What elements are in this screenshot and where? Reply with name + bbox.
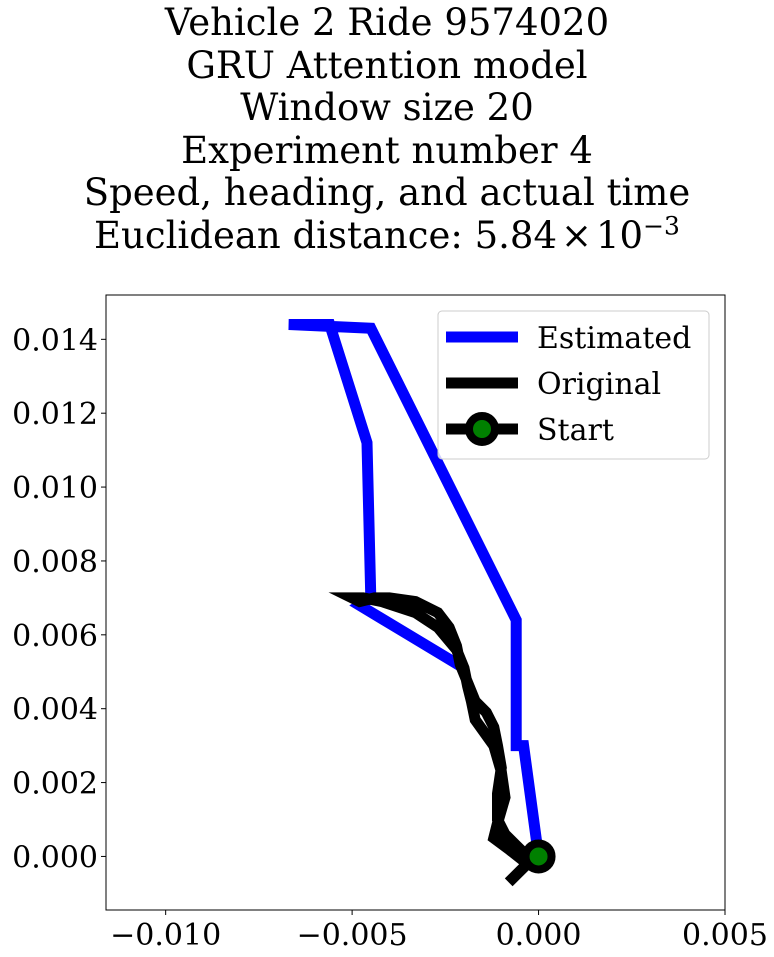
chart-title: Vehicle 2 Ride 9574020 GRU Attention mod…	[0, 1, 774, 258]
y-tick-label: 0.006	[12, 619, 98, 654]
y-tick-label: 0.002	[12, 767, 98, 802]
x-tick-label: −0.010	[110, 918, 221, 953]
distance-base: 10	[596, 213, 644, 257]
y-tick-label: 0.000	[12, 840, 98, 875]
legend-frame	[437, 310, 710, 460]
legend-label-original: Original	[537, 367, 661, 402]
y-tick-label: 0.010	[12, 471, 98, 506]
distance-exponent: −3	[643, 211, 680, 241]
legend-label-start: Start	[537, 413, 614, 448]
title-line-5: Speed, heading, and actual time	[83, 171, 691, 214]
x-axis: −0.010 −0.005 0.000 0.005	[110, 910, 768, 953]
start-marker	[521, 839, 556, 874]
title-line-3: Window size 20	[240, 86, 534, 129]
distance-times: ×	[561, 213, 593, 257]
distance-mantissa: 5.84	[474, 213, 557, 257]
y-tick-label: 0.012	[12, 397, 98, 432]
title-line-6: Euclidean distance: 5.84 × 10−3	[0, 213, 774, 258]
y-tick-label: 0.004	[12, 693, 98, 728]
title-line-2: GRU Attention model	[186, 43, 588, 87]
y-tick-label: 0.008	[12, 545, 98, 580]
y-axis: 0.000 0.002 0.004 0.006 0.008 0.010 0.012 0.014	[12, 323, 106, 875]
x-tick-label: −0.005	[297, 918, 408, 953]
x-tick-label: 0.000	[496, 918, 582, 953]
legend: Estimated Original Start	[437, 310, 710, 460]
series-layer	[288, 319, 545, 887]
y-tick-label: 0.014	[12, 323, 98, 358]
title-line-4: Experiment number 4	[181, 128, 593, 172]
plot-area-frame	[105, 294, 726, 911]
title-line-1: Vehicle 2 Ride 9574020	[164, 1, 610, 44]
legend-marker-start	[465, 412, 499, 446]
x-tick-label: 0.005	[682, 918, 768, 953]
series-line-original	[328, 592, 539, 887]
legend-label-estimated: Estimated	[537, 321, 691, 356]
distance-label: Euclidean distance:	[94, 213, 475, 257]
